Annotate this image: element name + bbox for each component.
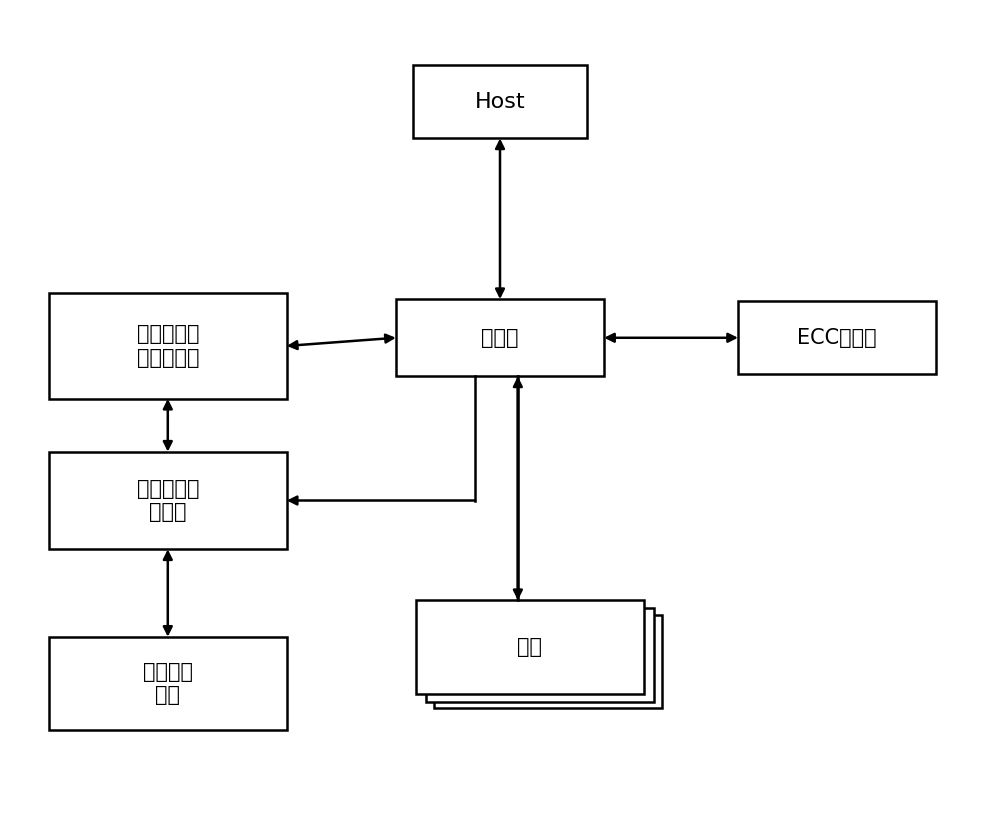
Bar: [416, 600, 644, 694]
Bar: [434, 615, 662, 709]
Bar: [396, 299, 604, 376]
Text: 等效驻留时
间计算模块: 等效驻留时 间计算模块: [137, 325, 199, 367]
Text: Host: Host: [475, 92, 525, 112]
Bar: [49, 451, 287, 549]
Text: ECC解码器: ECC解码器: [797, 328, 877, 348]
Bar: [426, 608, 654, 702]
Bar: [738, 301, 936, 374]
Text: 温度修正
模块: 温度修正 模块: [143, 662, 193, 705]
Bar: [413, 65, 587, 138]
Bar: [49, 293, 287, 399]
Text: 颗粒: 颗粒: [517, 637, 542, 657]
Bar: [49, 637, 287, 731]
Text: 控制器: 控制器: [481, 328, 519, 348]
Text: 判决电平预
测模块: 判决电平预 测模块: [137, 479, 199, 522]
